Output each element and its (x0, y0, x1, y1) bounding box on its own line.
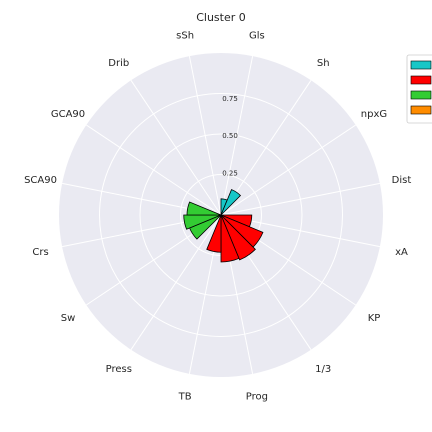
category-label: SCA90 (24, 175, 57, 186)
legend-swatch (410, 90, 432, 100)
bar-crs (183, 214, 222, 230)
category-label: GCA90 (51, 109, 85, 120)
legend (406, 54, 432, 124)
category-label: npxG (361, 109, 387, 120)
radial-gridline (99, 93, 343, 337)
angular-gridline (86, 124, 222, 216)
legend-swatch (410, 75, 432, 85)
category-label: Drib (108, 58, 129, 69)
category-label: TB (178, 391, 192, 402)
category-labels-group: Gls Sh npxG Dist xA KP 1/3 Prog TB Press Sw Crs SCA9… (24, 31, 411, 403)
bar-prog (220, 214, 240, 263)
category-label: Crs (32, 247, 48, 258)
radial-tick-label: 0.50 (222, 132, 238, 140)
legend-swatch (410, 60, 432, 70)
category-label: 1/3 (315, 364, 331, 375)
radial-tick-label: 0.25 (222, 170, 238, 178)
category-label: Press (106, 364, 132, 375)
category-label: Prog (246, 391, 268, 402)
bar-sh (220, 189, 242, 216)
angular-gridline (188, 56, 222, 216)
category-label: xA (395, 247, 408, 258)
bar-sca90 (186, 201, 222, 216)
bar-1-3 (220, 214, 256, 261)
radial-ticks-group: 0.25 0.50 0.75 (222, 95, 238, 178)
bar-tb (206, 214, 222, 253)
angular-gridline (220, 56, 254, 216)
radial-tick-label: 0.75 (222, 95, 238, 103)
angular-gridline (130, 80, 222, 216)
category-label: sSh (176, 31, 194, 42)
category-label: Gls (249, 31, 265, 42)
category-label: Sh (317, 58, 330, 69)
bars-group (183, 189, 264, 263)
angular-gridline (220, 124, 356, 216)
category-label: KP (368, 313, 381, 324)
radial-gridline (139, 133, 303, 297)
chart-title: Cluster 0 (196, 11, 246, 24)
angular-gridline (130, 214, 222, 350)
category-label: Dist (392, 175, 412, 186)
angular-gridline (220, 182, 380, 216)
category-label: Sw (61, 313, 76, 324)
legend-swatch (410, 105, 432, 115)
